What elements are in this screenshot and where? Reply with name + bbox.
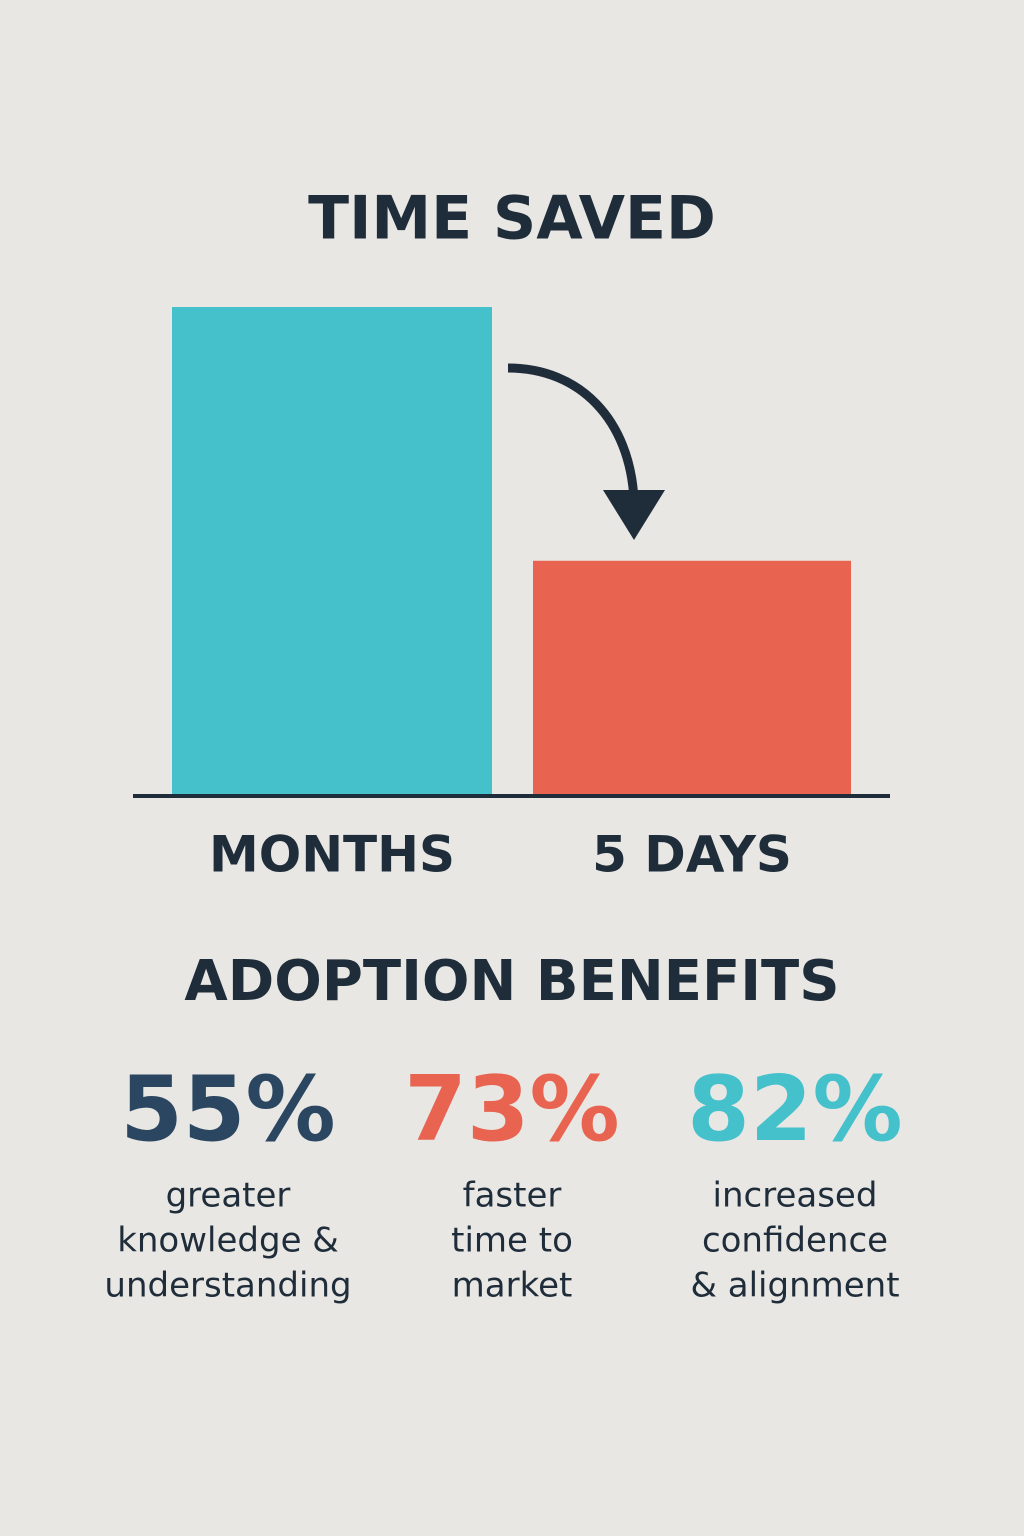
stat-caption: market bbox=[452, 1266, 573, 1306]
stat-caption: confidence bbox=[702, 1221, 888, 1261]
stat-caption: greater bbox=[166, 1176, 291, 1216]
stat-caption: understanding bbox=[104, 1266, 351, 1306]
stat-value: 82% bbox=[687, 1057, 902, 1162]
bar bbox=[172, 307, 492, 795]
stat-value: 55% bbox=[120, 1057, 335, 1162]
stat-caption: faster bbox=[463, 1176, 562, 1216]
x-tick-label: MONTHS bbox=[209, 826, 455, 884]
stat-value: 73% bbox=[404, 1057, 619, 1162]
bar bbox=[533, 560, 851, 795]
stat-caption: & alignment bbox=[690, 1266, 899, 1306]
chart-title: TIME SAVED bbox=[308, 184, 716, 254]
section-title: ADOPTION BENEFITS bbox=[184, 949, 839, 1014]
stat-caption: increased bbox=[713, 1176, 878, 1216]
x-tick-label: 5 DAYS bbox=[592, 826, 792, 884]
arrow bbox=[507, 363, 639, 501]
stat-caption: time to bbox=[451, 1221, 573, 1261]
stat-caption: knowledge & bbox=[117, 1221, 339, 1261]
arrow-head bbox=[603, 490, 665, 540]
